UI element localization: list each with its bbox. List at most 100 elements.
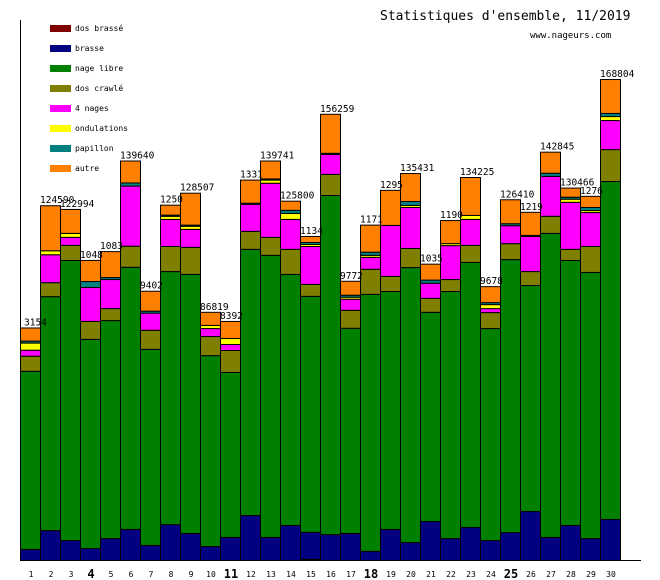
bar-segment-nage-libre [540,232,561,538]
bar-segment-4-nages [440,245,461,281]
bar-segment-dos-crawlé [360,268,381,295]
bar-segment-ondulations [60,232,81,238]
bar-segment-nage-libre [420,311,441,522]
legend-swatch [50,84,71,92]
bar-segment-4-nages [580,212,601,247]
bar-segment-dos-crawlé [120,245,141,268]
bar-segment-4-nages [40,254,61,284]
bar-segment-dos-crawlé [140,329,161,350]
bar-segment-brasse [40,530,61,562]
bar-segment-autre [180,192,201,226]
x-tick-label: 12 [246,570,256,579]
bar-segment-brasse [260,536,281,561]
bar-segment-brasse [100,538,121,561]
bar-segment-dos-crawlé [60,244,81,261]
bar-segment-autre [580,195,601,208]
bar-segment-4-nages [480,308,501,314]
x-tick-label: 21 [426,570,436,579]
bar-segment-ondulations [40,250,61,256]
total-label: 3154 [24,317,47,328]
x-tick-label: 10 [206,570,216,579]
bar-day-14 [280,200,301,561]
bar-segment-4-nages [160,218,181,247]
x-tick-label: 30 [606,570,616,579]
bar-segment-4-nages [340,298,361,311]
x-tick-label: 6 [129,570,134,579]
bar-segment-nage-libre [480,328,501,542]
bar-segment-nage-libre [380,291,401,530]
total-label: 134225 [460,167,494,178]
bar-segment-brasse [220,536,241,561]
x-tick-label: 5 [109,570,114,579]
bar-segment-nage-libre [300,295,321,533]
bar-segment-dos-crawlé [400,247,421,269]
legend-swatch [50,64,71,72]
x-tick-label: 28 [566,570,576,579]
bar-segment-autre [560,187,581,198]
bar-segment-4-nages [260,182,281,238]
legend-label: nage libre [75,63,124,73]
legend-swatch [50,164,71,172]
bar-segment-brasse [420,520,441,561]
bar-segment-autre [120,160,141,184]
total-label: 1295 [380,180,403,191]
bar-segment-autre [600,79,621,114]
bar-segment-dos-crawlé [460,244,481,263]
total-label: 139640 [120,151,155,162]
legend-swatch [50,104,71,112]
bar-segment-nage-libre [140,348,161,546]
bar-day-28 [560,187,581,561]
bar-segment-dos-crawlé [440,279,461,293]
bar-day-22 [440,220,461,561]
bar-segment-dos-crawlé [580,245,601,273]
bar-segment-autre [420,263,441,281]
bar-segment-dos-crawlé [320,173,341,196]
bar-segment-nage-libre [440,291,461,540]
bar-segment-4-nages [200,328,221,338]
total-label: 1035 [420,254,443,265]
bar-segment-4-nages [420,282,441,299]
bar-segment-ondulations [460,214,481,220]
bar-day-11 [220,320,241,561]
total-label: 1048 [80,250,103,261]
bar-segment-4-nages [220,344,241,351]
bar-segment-nage-libre [20,370,41,550]
bar-segment-4-nages [20,349,41,357]
bar-segment-brasse [80,548,101,562]
total-label: 86819 [200,302,229,313]
total-label: 1219 [520,202,543,213]
legend-item-papillon: papillon [50,138,128,158]
bar-segment-autre [80,259,101,283]
bar-segment-brasse [460,526,481,562]
bar-segment-brasse [300,531,321,560]
bar-segment-autre [520,211,541,236]
bar-day-5 [100,251,121,561]
bar-day-29 [580,195,601,561]
total-label: 9772 [340,271,363,282]
bar-segment-dos-crawlé [40,282,61,298]
bar-segment-dos-crawlé [20,355,41,372]
bar-segment-dos-crawlé [280,248,301,275]
bar-day-1 [20,327,41,561]
x-tick-label: 13 [266,570,276,579]
bar-segment-4-nages [280,218,301,250]
bar-segment-brasse [400,542,421,561]
bar-segment-brasse [160,524,181,561]
bar-day-18 [360,224,381,561]
bar-day-4 [80,259,101,562]
total-label: 168804 [600,69,635,80]
x-tick-label: 26 [526,570,536,579]
total-label: 139741 [260,151,295,162]
bar-segment-autre [140,290,161,312]
legend-label: ondulations [75,123,128,133]
bar-segment-brasse [20,548,41,561]
bar-day-19 [380,189,401,562]
bar-day-3 [60,208,81,561]
bar-day-26 [520,211,541,562]
legend-label: 4 nages [75,103,109,113]
bar-segment-brasse [340,532,361,561]
total-label: 1190 [440,210,463,221]
bar-segment-dos-crawlé [340,309,361,329]
bar-segment-brasse [560,524,581,561]
bar-segment-4-nages [500,225,521,245]
